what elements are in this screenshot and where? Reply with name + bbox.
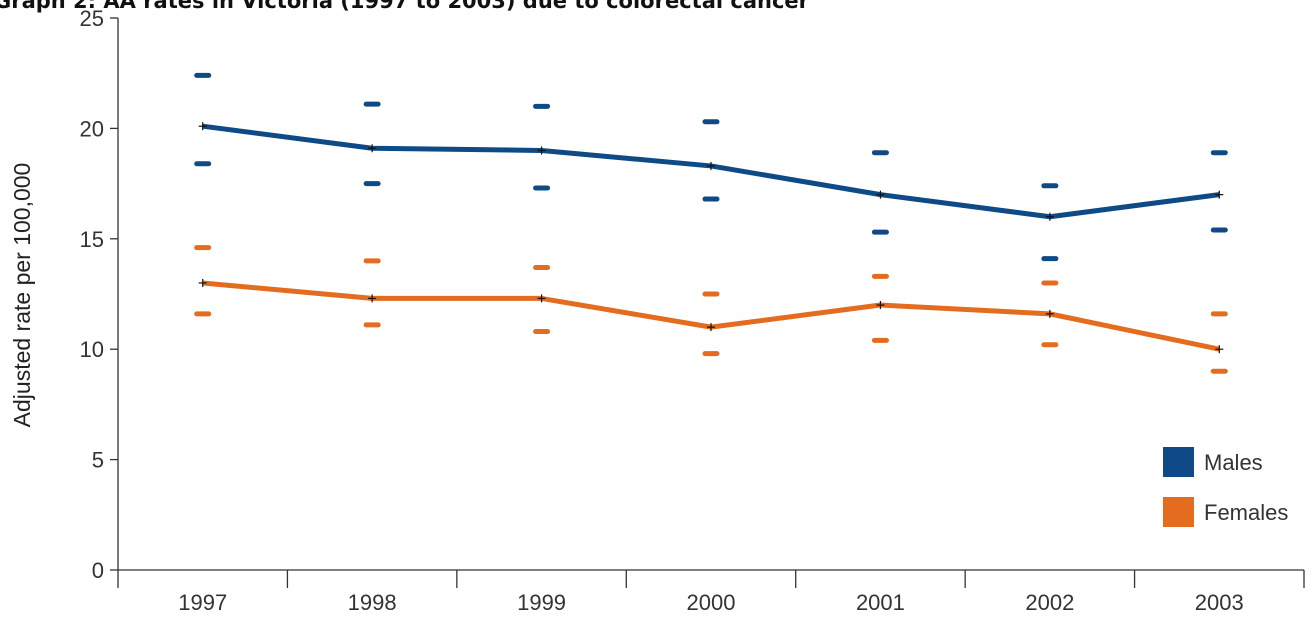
y-axis-label: Adjusted rate per 100,000 [9, 163, 35, 428]
x-tick-label: 1997 [178, 590, 227, 615]
x-tick-label: 1998 [348, 590, 397, 615]
y-tick-label: 20 [80, 116, 104, 141]
y-tick-label: 0 [92, 558, 104, 583]
legend-label-males: Males [1204, 450, 1263, 475]
y-tick-label: 10 [80, 337, 104, 362]
y-tick-label: 5 [92, 448, 104, 473]
females-point [537, 294, 546, 303]
males-point [368, 144, 377, 153]
males-line [202, 123, 1220, 220]
legend-swatch-females [1163, 497, 1194, 527]
males-point [1045, 212, 1054, 221]
axes: 0 5 10 15 20 25 1997 1998 1999 2000 2001 2002 2003 [80, 6, 1305, 615]
x-tick-label: 2001 [856, 590, 905, 615]
y-tick-label: 15 [80, 227, 104, 252]
x-tick-label: 1999 [517, 590, 566, 615]
females-point [198, 278, 207, 287]
y-tick-label: 25 [80, 6, 104, 31]
females-point [876, 301, 885, 310]
females-point [1045, 309, 1054, 318]
x-tick-label: 2002 [1025, 590, 1074, 615]
males-point [1215, 190, 1224, 199]
males-point [198, 122, 207, 131]
chart-title: Graph 2: AA rates in Victoria (1997 to 2… [0, 0, 810, 13]
females-point [368, 294, 377, 303]
x-tick-label: 2000 [687, 590, 736, 615]
females-point [1215, 345, 1224, 354]
legend: Males Females [1163, 447, 1288, 527]
legend-label-females: Females [1204, 500, 1288, 525]
series-marks [194, 72, 1228, 374]
females-point [707, 323, 715, 332]
males-point [707, 161, 715, 170]
x-tick-label: 2003 [1195, 590, 1244, 615]
series-males [194, 72, 1228, 262]
males-point [876, 190, 885, 199]
legend-swatch-males [1163, 447, 1194, 477]
males-point [537, 146, 546, 155]
series-females [194, 245, 1228, 374]
